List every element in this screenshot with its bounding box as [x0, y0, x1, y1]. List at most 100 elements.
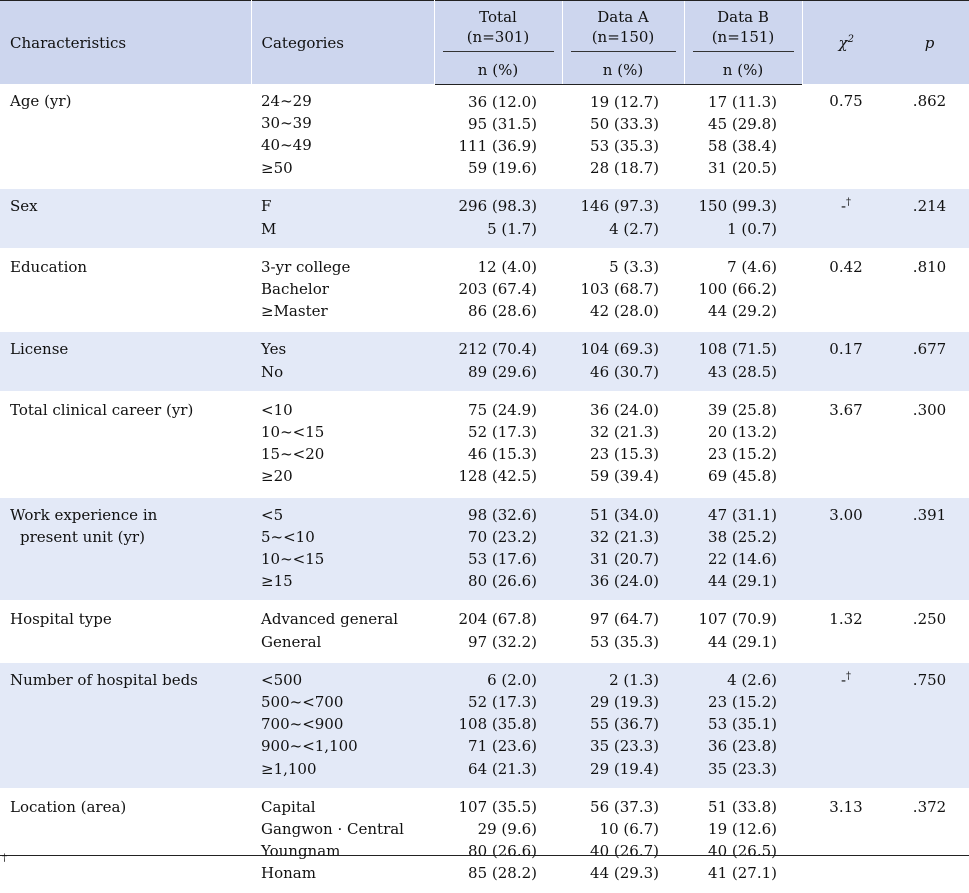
count-value: 107 (35.5) [458, 797, 537, 816]
count-value: 29 (9.6) [477, 819, 537, 838]
category-label: <5 [261, 505, 284, 524]
category-label: ≥1,100 [261, 759, 317, 778]
category-cell: Advanced general General [251, 600, 434, 662]
category-cell: 3-yr college Bachelor ≥Master [251, 247, 434, 332]
data-b-cell: 7 (4.6) 100 (66.2) 44 (29.2) [684, 247, 802, 332]
chi-square-value: 1.32 [829, 610, 863, 629]
p-value-cell: .214 [890, 187, 969, 249]
table-header: Characteristics Categories Total (n=301) … [0, 0, 969, 85]
count-value: 55 (36.7) [590, 715, 659, 734]
count-value: 32 (21.3) [590, 527, 659, 546]
category-label: Gangwon · Central [261, 819, 404, 838]
category-label: Yes [261, 340, 287, 359]
category-label: 700~<900 [261, 715, 344, 734]
p-value-cell: .810 [890, 247, 969, 332]
characteristic-label: Number of hospital beds [10, 670, 198, 689]
count-value: 51 (34.0) [590, 505, 659, 524]
count-value: 52 (17.3) [468, 422, 537, 441]
count-value: 31 (20.7) [590, 549, 659, 568]
count-value: 23 (15.3) [590, 445, 659, 464]
count-value: 51 (33.8) [708, 797, 777, 816]
count-value: 32 (21.3) [590, 422, 659, 441]
table-row-group: Work experience in present unit (yr) <5 5~<… [0, 495, 969, 602]
p-value-cell: .862 [912, 92, 947, 110]
count-value: 95 (31.5) [468, 114, 537, 133]
category-label: 500~<700 [261, 692, 344, 711]
count-value: 31 (20.5) [708, 159, 777, 178]
count-value: 2 (1.3) [609, 670, 659, 689]
data-a-cell: 36 (24.0) 32 (21.3) 23 (15.3) 59 (39.4) [562, 390, 684, 497]
table-row-group: Total clinical career (yr) <10 10~<15 15~<2… [0, 390, 969, 497]
count-value: 36 (23.8) [708, 737, 777, 756]
count-value: 46 (30.7) [590, 362, 659, 381]
category-label: M [261, 219, 277, 238]
count-value: 17 (11.3) [708, 92, 777, 111]
category-label: <10 [261, 400, 293, 419]
characteristic-label: Location (area) [10, 797, 127, 816]
count-value: 41 (27.1) [708, 864, 777, 883]
count-value: 20 (13.2) [708, 422, 777, 441]
category-cell: <10 10~<15 15~<20 ≥20 [251, 390, 434, 497]
count-value: 36 (24.0) [590, 400, 659, 419]
count-value: 71 (23.6) [468, 737, 537, 756]
data-a-cell: 5 (3.3) 103 (68.7) 42 (28.0) [562, 247, 684, 332]
chi-square-value: 0.42 [829, 257, 863, 276]
count-value: 5 (1.7) [487, 219, 537, 238]
count-value: 40 (26.5) [708, 842, 777, 861]
count-value: 23 (15.2) [708, 692, 777, 711]
table-row-group: License Yes No 212 (70.4) 89 (29.6) 104 (69.3… [0, 330, 969, 392]
count-value: 5 (3.3) [609, 257, 659, 276]
total-cell: 107 (35.5) 29 (9.6) 80 (26.6) 85 (28.2) [434, 787, 562, 893]
header-data-a-npct: n (%) [561, 56, 684, 85]
count-value: 70 (23.2) [468, 527, 537, 546]
chi-square-cell: -† [802, 660, 890, 789]
data-b-cell: 108 (71.5) 43 (28.5) [684, 330, 802, 392]
count-value: 107 (70.9) [698, 610, 777, 629]
total-cell: 204 (67.8) 97 (32.2) [434, 600, 562, 662]
data-a-cell: 104 (69.3) 46 (30.7) [562, 330, 684, 392]
count-value: 29 (19.3) [590, 692, 659, 711]
characteristic-label: Age (yr) [10, 92, 72, 110]
category-label: No [261, 362, 284, 381]
count-value: 59 (19.6) [468, 159, 537, 178]
count-value: 64 (21.3) [468, 759, 537, 778]
category-label: Youngnam [261, 842, 341, 861]
data-a-cell: 2 (1.3) 29 (19.3) 55 (36.7) 35 (23.3) 29 (19… [562, 660, 684, 789]
count-value: 53 (35.1) [708, 715, 777, 734]
table-bottom-rule [0, 855, 969, 856]
chi-square-cell: 1.32 [802, 600, 890, 662]
characteristic-cell: License [0, 330, 251, 392]
characteristic-cell: Education [0, 247, 251, 332]
category-label: General [261, 632, 322, 651]
category-label: ≥20 [261, 467, 293, 486]
count-value: 47 (31.1) [708, 505, 777, 524]
category-label: 40~49 [261, 136, 312, 155]
characteristic-cell: Work experience in present unit (yr) [0, 495, 251, 602]
count-value: 150 (99.3) [698, 197, 777, 216]
characteristic-label: present unit (yr) [20, 527, 145, 546]
count-value: 22 (14.6) [708, 549, 777, 568]
category-label: ≥15 [261, 572, 293, 591]
category-label: 10~<15 [261, 549, 325, 568]
data-b-cell: 51 (33.8) 19 (12.6) 40 (26.5) 41 (27.1) [684, 787, 802, 893]
table-body: Age (yr) 24~29 30~39 40~49 ≥50 36 (12.0) 95 (3… [0, 84, 969, 893]
chi-square-cell: 0.75 [802, 84, 890, 188]
count-value: 38 (25.2) [708, 527, 777, 546]
category-label: Bachelor [261, 279, 329, 298]
count-value: 100 (66.2) [698, 279, 777, 298]
count-value: 19 (12.6) [708, 819, 777, 838]
category-label: <500 [261, 670, 303, 689]
data-a-cell: 97 (64.7) 53 (35.3) [562, 600, 684, 662]
count-value: 53 (35.3) [590, 136, 659, 155]
count-value: 53 (35.3) [590, 632, 659, 651]
characteristic-cell: Location (area) [0, 787, 251, 893]
count-value: 44 (29.1) [708, 572, 777, 591]
chi-square-value: 3.67 [829, 400, 863, 419]
count-value: 35 (23.3) [590, 737, 659, 756]
chi-square-cell: 3.13 [802, 787, 890, 893]
category-label: 15~<20 [261, 445, 325, 464]
table-row-group: Hospital type Advanced general General 204 … [0, 600, 969, 662]
count-value: 43 (28.5) [708, 362, 777, 381]
chi-square-cell: 3.00 [802, 495, 890, 602]
